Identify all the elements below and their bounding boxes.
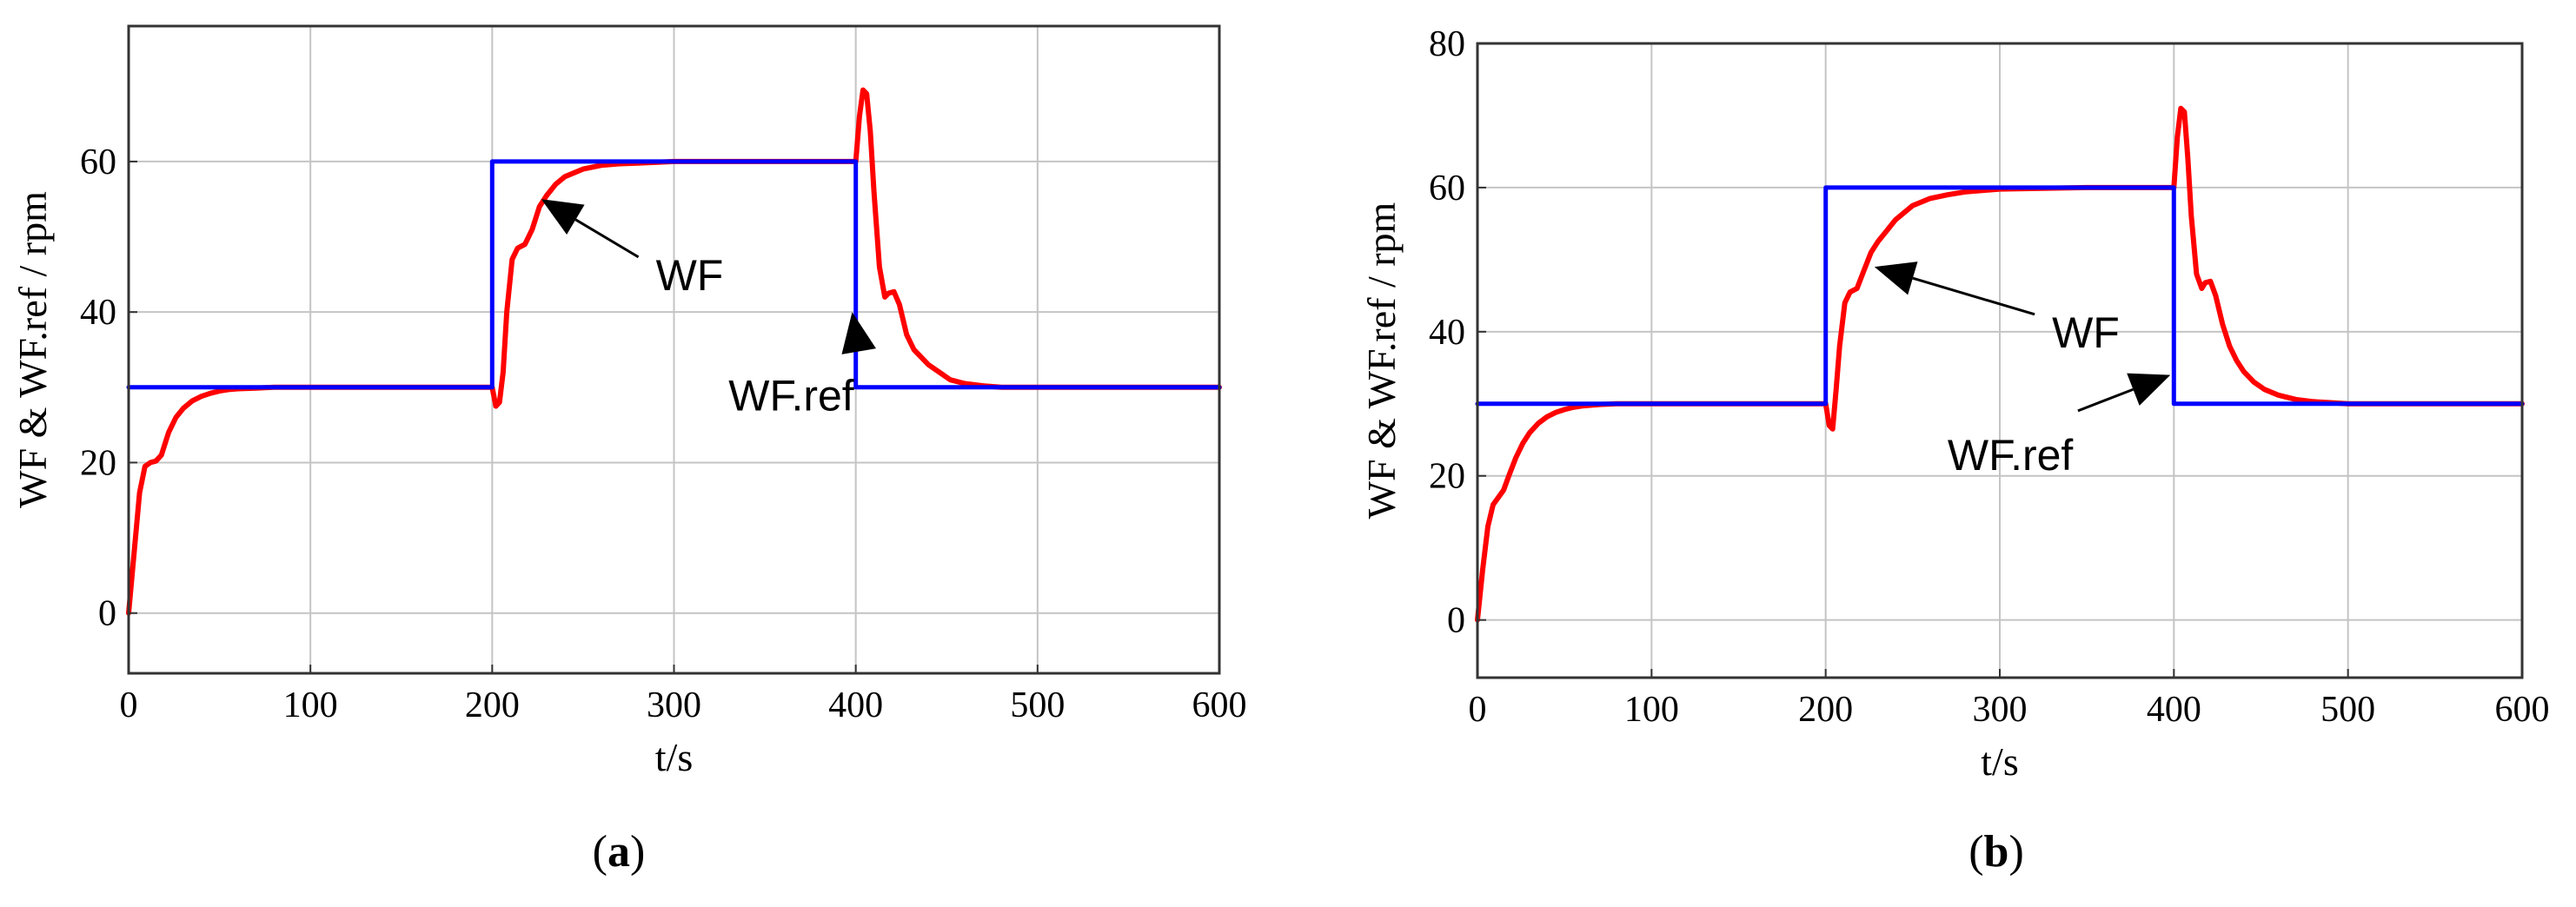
annotation-arrow-line — [2077, 387, 2134, 413]
x-tick-label: 200 — [1798, 690, 1853, 730]
series-line-wf-ref — [1475, 185, 2525, 407]
annotation-arrow-head — [2127, 373, 2171, 406]
x-axis-label: t/s — [655, 735, 693, 779]
annotation-arrow-head — [541, 199, 585, 235]
x-tick-label: 0 — [120, 685, 138, 725]
x-tick-label: 500 — [1010, 685, 1065, 725]
annotation-arrow-head — [1874, 262, 1918, 295]
annotation-label: WF.ref — [728, 371, 854, 420]
y-axis-label: WF & WF.ref / rpm — [1359, 202, 1404, 519]
x-tick-label: 100 — [1624, 690, 1679, 730]
x-tick-label: 0 — [1469, 690, 1487, 730]
y-tick-label: 20 — [1429, 457, 1465, 497]
x-tick-label: 400 — [2147, 690, 2201, 730]
series-line-wf-ref — [126, 159, 1222, 390]
annotation-arrow-head — [841, 312, 876, 354]
y-tick-label: 0 — [98, 594, 116, 634]
x-tick-label: 600 — [1192, 685, 1247, 725]
y-tick-label: 0 — [1447, 601, 1465, 641]
y-tick-label: 20 — [80, 443, 116, 483]
x-tick-label: 100 — [283, 685, 338, 725]
y-tick-label: 40 — [1429, 313, 1465, 353]
annotation-label: WF.ref — [1948, 431, 2074, 480]
series-line-wf — [1475, 105, 2525, 623]
x-tick-label: 300 — [1973, 690, 2028, 730]
annotation-arrow-line — [574, 218, 640, 259]
y-tick-label: 40 — [80, 293, 116, 333]
x-tick-label: 300 — [647, 685, 701, 725]
chart-b: 0 100 200 300 400 500 600 0 20 40 60 80 t/s WF & WF.r… — [1359, 24, 2550, 877]
x-tick-label: 200 — [465, 685, 520, 725]
y-tick-label: 60 — [80, 142, 116, 182]
annotation-arrow-line — [1912, 276, 2035, 316]
panel-caption: (a) — [593, 827, 646, 877]
y-axis-label: WF & WF.ref / rpm — [10, 191, 55, 508]
x-tick-label: 400 — [828, 685, 883, 725]
y-tick-label: 60 — [1429, 169, 1465, 209]
panel-caption: (b) — [1969, 827, 2024, 877]
annotation-label: WF — [2052, 308, 2120, 357]
annotation-label: WF — [656, 251, 724, 300]
y-tick-label: 80 — [1429, 24, 1465, 64]
x-tick-label: 500 — [2320, 690, 2375, 730]
x-axis-label: t/s — [1981, 739, 2018, 784]
chart-a: 0 100 200 300 400 500 600 0 20 40 60 t/s WF & WF.ref… — [10, 24, 1247, 877]
x-tick-label: 600 — [2495, 690, 2550, 730]
series-line-wf — [126, 87, 1222, 616]
